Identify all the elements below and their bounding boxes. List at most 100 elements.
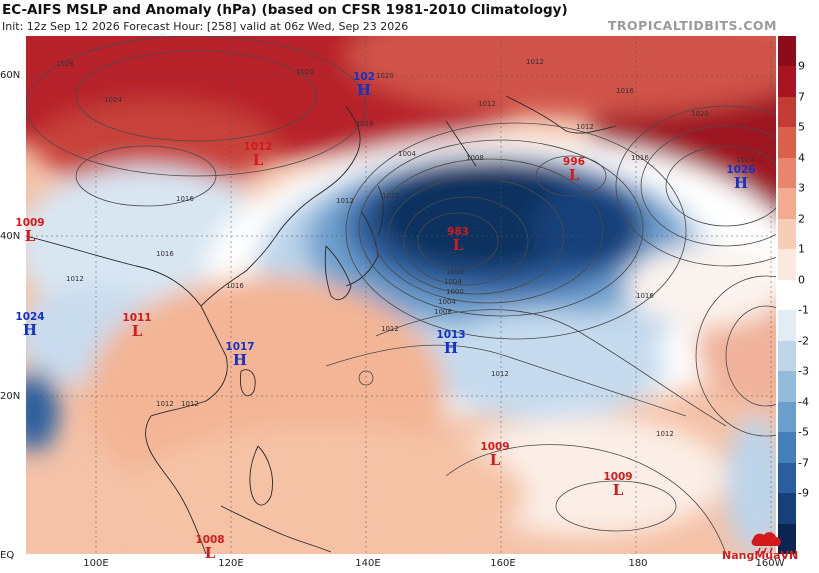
low-pressure-marker: 1009 L — [480, 442, 509, 468]
high-pressure-marker: 1013 H — [436, 330, 465, 356]
longitude-label: 160E — [490, 558, 516, 569]
isobar-label: 1008 — [466, 154, 484, 162]
isobar-label: 1004 — [444, 278, 462, 286]
latitude-label: EQ — [0, 550, 15, 561]
colorbar-segment — [778, 218, 796, 250]
isobar-label: 1012 — [156, 400, 174, 408]
anomaly-shading — [26, 36, 776, 554]
logo-text: NangMuaVN — [722, 549, 799, 562]
pressure-value: 996 — [563, 156, 585, 168]
colorbar-segment — [778, 401, 796, 433]
colorbar-segment — [778, 96, 796, 128]
isobar-label: 1012 — [181, 400, 199, 408]
low-symbol: L — [612, 481, 624, 499]
low-pressure-marker: 1008 L — [195, 535, 224, 561]
low-pressure-marker: 996 L — [563, 157, 585, 183]
colorbar-label: -7 — [798, 456, 809, 470]
colorbar-label: 4 — [798, 151, 805, 165]
colorbar-segment — [778, 523, 796, 554]
pressure-value: 1009 — [603, 471, 633, 483]
pressure-value: 1024 — [15, 311, 45, 323]
isobar-label: 1012 — [66, 275, 84, 283]
latitude-label: 20N — [0, 391, 21, 402]
isobar-label: 1012 — [526, 58, 544, 66]
high-pressure-marker: 1017 H — [225, 342, 254, 368]
colorbar-segment — [778, 462, 796, 494]
isobar-label: 1020 — [691, 110, 709, 118]
high-pressure-marker: 1026 H — [726, 165, 755, 191]
colorbar-label: 3 — [798, 181, 805, 195]
low-pressure-marker: 1011 L — [122, 313, 151, 339]
nangmuavn-logo — [751, 532, 781, 554]
pressure-value: 1009 — [480, 441, 510, 453]
high-symbol: H — [22, 321, 38, 339]
isobar-label: 1020 — [376, 72, 394, 80]
high-symbol: H — [356, 81, 372, 99]
isobar-label: 1008 — [434, 308, 452, 316]
isobar-label: 1016 — [226, 282, 244, 290]
low-symbol: L — [452, 236, 464, 254]
isobar-label: 1012 — [576, 123, 594, 131]
latitude-label: 40N — [0, 231, 21, 242]
low-symbol: L — [252, 151, 264, 169]
colorbar-label: -3 — [798, 364, 809, 378]
colorbar-label: -5 — [798, 425, 809, 439]
colorbar-segment — [778, 432, 796, 463]
isobar-label: 1016 — [156, 250, 174, 258]
pressure-value: 1011 — [122, 312, 152, 324]
colorbar-label: 5 — [798, 120, 805, 134]
isobar-labels: 1028 1020 1024 1020 1012 1016 1012 1004 … — [56, 58, 754, 438]
isobar-label: 1024 — [104, 96, 122, 104]
colorbar-segment — [778, 249, 796, 280]
longitude-label: 180 — [628, 558, 648, 569]
map-title: EC-AIFS MSLP and Anomaly (hPa) (based on… — [2, 2, 568, 18]
longitude-label: 100E — [83, 558, 109, 569]
isobar-label: 1008 — [446, 268, 464, 276]
low-pressure-marker: 983 L — [447, 227, 469, 253]
pressure-value: 1013 — [436, 329, 466, 341]
longitude-label: 120E — [218, 558, 244, 569]
colorbar-label: -2 — [798, 334, 809, 348]
colorbar-segment — [778, 188, 796, 219]
colorbar-segment — [778, 157, 796, 189]
colorbar-segment — [778, 36, 796, 67]
colorbar-segment — [778, 127, 796, 158]
colorbar-segment — [778, 493, 796, 524]
weather-map: 1028 1020 1024 1020 1012 1016 1012 1004 … — [26, 36, 776, 554]
high-pressure-marker: 102 H — [353, 72, 375, 98]
colorbar-segment — [778, 371, 796, 402]
low-symbol: L — [568, 166, 580, 184]
low-symbol: L — [131, 322, 143, 340]
pressure-value: 1009 — [15, 217, 45, 229]
low-symbol: L — [489, 451, 501, 469]
pressure-value: 102 — [353, 71, 375, 83]
colorbar-label: 9 — [798, 59, 805, 73]
isobar-label: 1024 — [736, 156, 754, 164]
isobar-label: 1028 — [56, 60, 74, 68]
graticule — [26, 36, 776, 554]
pressure-value: 1008 — [195, 534, 225, 546]
colorbar-label: -4 — [798, 395, 809, 409]
map-subtitle: Init: 12z Sep 12 2026 Forecast Hour: [25… — [2, 20, 409, 33]
map-canvas: 1028 1020 1024 1020 1012 1016 1012 1004 … — [26, 36, 776, 554]
isobar-label: 1016 — [356, 120, 374, 128]
isobar-label: 1012 — [382, 192, 400, 200]
pressure-value: 983 — [447, 226, 469, 238]
colorbar-segment — [778, 310, 796, 341]
isobar-label: 1016 — [636, 292, 654, 300]
colorbar-label: 1 — [798, 242, 805, 256]
isobar-label: 1004 — [398, 150, 416, 158]
site-watermark: TROPICALTIDBITS.COM — [607, 18, 777, 33]
isobar-label: 1012 — [336, 197, 354, 205]
isobar-label: 1012 — [381, 325, 399, 333]
isobar-label: 1016 — [631, 154, 649, 162]
low-symbol: L — [24, 227, 36, 245]
colorbar-segment — [778, 279, 796, 311]
isobar-label: 1012 — [478, 100, 496, 108]
high-symbol: H — [232, 351, 248, 369]
isobar-label: 1012 — [491, 370, 509, 378]
isobar-label: 1004 — [438, 298, 456, 306]
colorbar-label: -9 — [798, 486, 809, 500]
colorbar-segment — [778, 340, 796, 372]
longitude-label: 160W — [755, 558, 785, 569]
